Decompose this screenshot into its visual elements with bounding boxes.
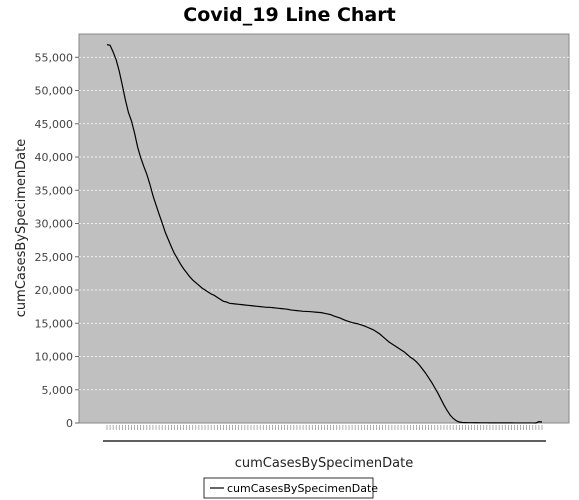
x-axis-ticks xyxy=(106,425,543,430)
legend-box xyxy=(203,477,374,499)
plot-area xyxy=(78,33,570,424)
y-tick-label: 35,000 xyxy=(35,184,74,197)
y-tick-label: 15,000 xyxy=(35,317,74,330)
y-tick-label: 55,000 xyxy=(35,51,74,64)
y-tick-label: 20,000 xyxy=(35,284,74,297)
series-line-cumcasesbyspecimendate xyxy=(106,44,543,424)
y-tick-label: 40,000 xyxy=(35,151,74,164)
grid-lines xyxy=(79,56,569,391)
chart-title: Covid_19 Line Chart xyxy=(183,4,395,26)
y-tick-label: 45,000 xyxy=(35,118,74,131)
x-axis-label: cumCasesBySpecimenDate xyxy=(235,456,413,471)
y-axis-label: cumCasesBySpecimenDate xyxy=(14,139,29,317)
legend: cumCasesBySpecimenDate xyxy=(203,477,378,499)
y-tick-label: 5,000 xyxy=(42,384,74,397)
y-tick-label: 0 xyxy=(66,417,73,430)
y-tick-label: 25,000 xyxy=(35,251,74,264)
y-axis-ticks: 0 5,000 10,000 15,000 20,000 25,000 30,000 35,0… xyxy=(35,51,79,430)
y-tick-label: 50,000 xyxy=(35,85,74,98)
y-tick-label: 10,000 xyxy=(35,351,74,364)
legend-entry: cumCasesBySpecimenDate xyxy=(227,482,378,495)
y-tick-label: 30,000 xyxy=(35,218,74,231)
